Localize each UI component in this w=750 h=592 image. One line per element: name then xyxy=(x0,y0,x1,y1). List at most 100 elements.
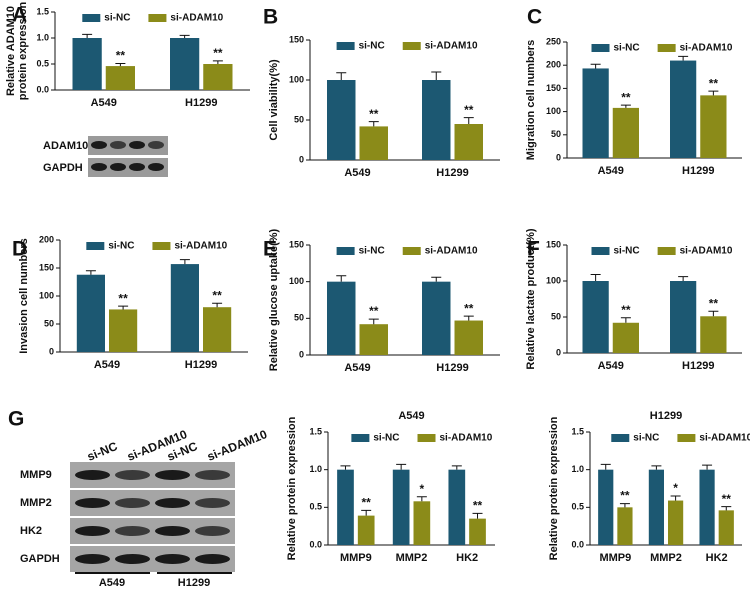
y-axis-label: Relative protein expression xyxy=(286,416,298,560)
y-tick-label: 0 xyxy=(49,346,54,356)
bar xyxy=(337,469,354,545)
error-bar xyxy=(179,34,190,38)
y-tick-label: 50 xyxy=(294,114,304,124)
significance-label: ** xyxy=(212,288,222,302)
y-tick-label: 0 xyxy=(299,349,304,359)
y-axis-label: Migration cell numbers xyxy=(525,40,537,160)
y-tick-label: 50 xyxy=(551,311,561,321)
blot-band xyxy=(115,498,150,508)
legend-label: si-NC xyxy=(104,13,130,24)
error-bar xyxy=(620,317,631,323)
error-bar xyxy=(451,465,462,470)
significance-label: ** xyxy=(709,76,719,90)
y-tick-label: 0.5 xyxy=(309,502,322,512)
significance-label: ** xyxy=(464,103,474,117)
x-tick-label: A549 xyxy=(344,167,370,179)
y-tick-label: 0.5 xyxy=(571,502,584,512)
bar xyxy=(668,500,684,545)
panel-letter: E xyxy=(263,238,277,261)
error-bar xyxy=(336,72,347,80)
legend-label: si-ADAM10 xyxy=(170,13,223,24)
x-tick-label: MMP2 xyxy=(650,552,682,564)
legend-swatch xyxy=(591,247,610,255)
legend-swatch xyxy=(86,242,105,250)
bar xyxy=(598,469,614,545)
y-tick-label: 0.0 xyxy=(571,539,584,549)
y-axis-label: Relative lactate product(%) xyxy=(525,228,537,370)
legend-label: si-ADAM10 xyxy=(425,246,478,257)
blot-row-label: GAPDH xyxy=(20,553,60,565)
y-tick-label: 1.0 xyxy=(571,464,584,474)
significance-label: ** xyxy=(473,499,483,513)
bar xyxy=(454,320,483,355)
bar xyxy=(203,64,233,90)
x-tick-label: H1299 xyxy=(185,97,217,109)
x-tick-label: H1299 xyxy=(185,359,217,371)
legend-swatch xyxy=(336,247,355,255)
blot-band xyxy=(195,498,230,508)
y-tick-label: 1.5 xyxy=(36,6,49,16)
error-bar xyxy=(590,274,601,281)
error-bar xyxy=(368,121,379,127)
blot-band xyxy=(115,554,150,564)
significance-label: ** xyxy=(709,296,719,310)
blot-strip xyxy=(88,136,168,155)
bar xyxy=(718,510,734,545)
blot-band xyxy=(155,498,190,508)
error-bar xyxy=(336,275,347,282)
legend-label: si-NC xyxy=(614,246,640,257)
legend-label: si-NC xyxy=(373,433,399,444)
blot-band xyxy=(115,526,150,536)
panel-letter: A xyxy=(12,4,27,27)
error-bar xyxy=(212,60,223,64)
bar xyxy=(612,322,639,353)
bar xyxy=(105,66,135,90)
bar xyxy=(582,281,609,353)
significance-label: ** xyxy=(369,304,379,318)
error-bar xyxy=(620,104,631,108)
error-bar xyxy=(396,463,407,470)
blot-lane-label: si-NC xyxy=(85,439,120,464)
bar xyxy=(357,515,375,545)
blot-band xyxy=(155,526,190,536)
error-bar xyxy=(708,310,719,317)
significance-label: ** xyxy=(369,107,379,121)
bar xyxy=(327,281,356,355)
y-tick-label: 0.0 xyxy=(309,539,322,549)
legend-swatch xyxy=(611,434,630,442)
y-tick-label: 100 xyxy=(546,275,561,285)
y-tick-label: 150 xyxy=(546,83,561,93)
bar xyxy=(76,274,105,352)
bar xyxy=(203,307,232,352)
y-tick-label: 50 xyxy=(44,318,54,328)
error-bar xyxy=(619,503,630,508)
blot-row-label: ADAM10 xyxy=(43,140,88,152)
y-tick-label: 0 xyxy=(556,347,561,357)
error-bar xyxy=(368,318,379,325)
blot-band xyxy=(75,554,110,564)
significance-label: * xyxy=(420,482,425,496)
error-bar xyxy=(431,276,442,282)
y-tick-label: 1.0 xyxy=(36,32,49,42)
blot-band xyxy=(75,470,110,480)
legend-swatch xyxy=(402,247,421,255)
legend-swatch xyxy=(591,44,610,52)
legend-swatch xyxy=(677,434,696,442)
x-tick-label: A549 xyxy=(598,360,624,372)
bar xyxy=(72,38,102,90)
bar xyxy=(422,281,451,355)
blot-band xyxy=(148,141,164,149)
error-bar xyxy=(179,259,190,265)
y-axis-label: Invasion cell numbers xyxy=(18,238,30,354)
bar xyxy=(699,469,715,545)
y-tick-label: 50 xyxy=(294,313,304,323)
error-bar xyxy=(670,495,681,501)
legend-swatch xyxy=(336,42,355,50)
blot-lane-label: si-ADAM10 xyxy=(205,427,269,464)
error-bar xyxy=(721,506,732,511)
error-bar xyxy=(651,465,662,470)
legend-swatch xyxy=(351,434,370,442)
bar xyxy=(422,80,451,160)
legend-label: si-NC xyxy=(614,43,640,54)
y-axis-label: protein expression xyxy=(17,2,29,101)
